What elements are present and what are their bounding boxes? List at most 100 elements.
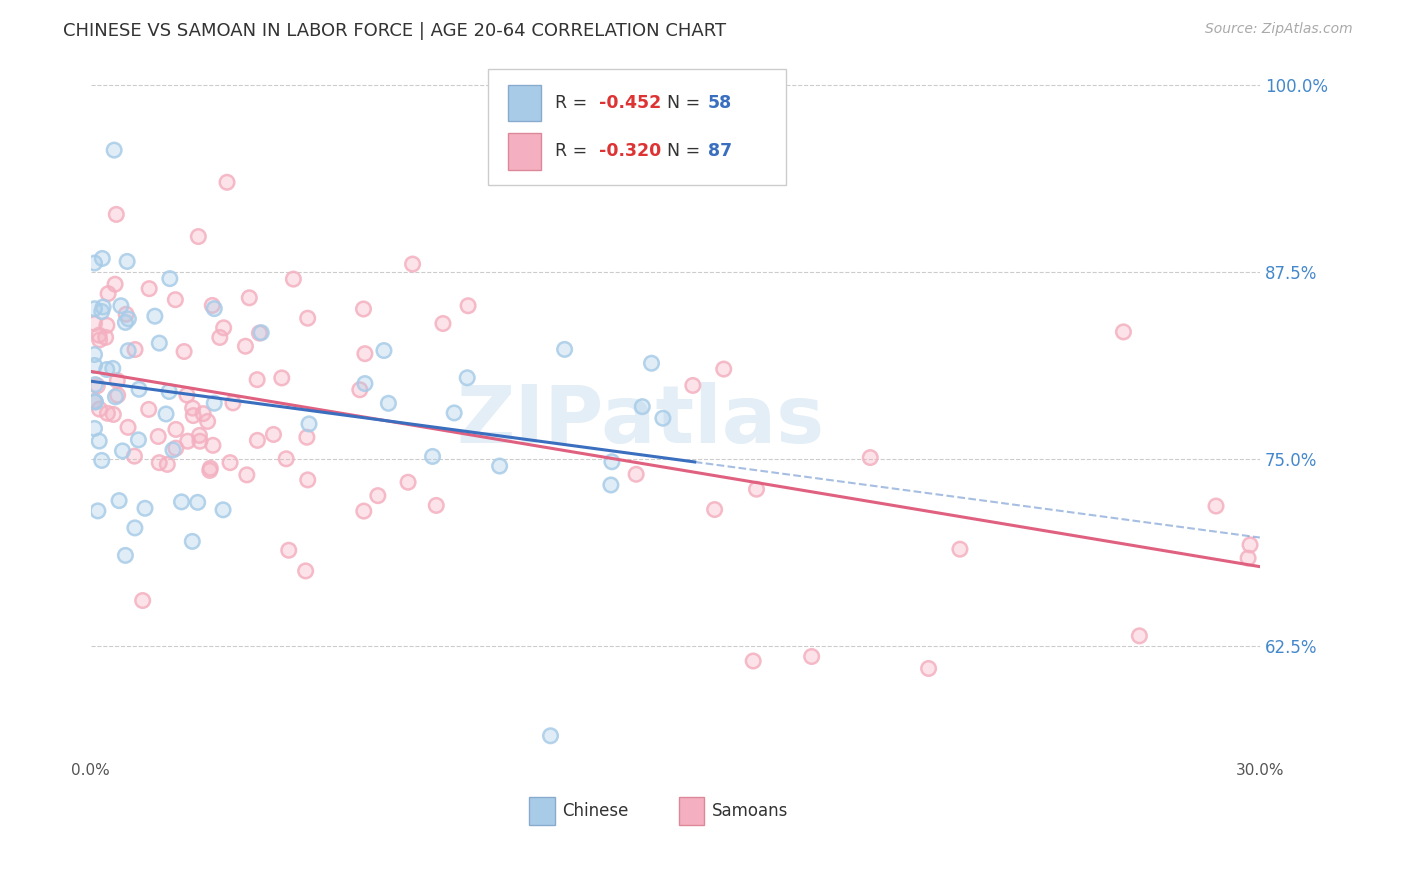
Point — [87, 328, 110, 343]
Point — [104, 277, 127, 292]
Point — [236, 467, 259, 482]
Point — [87, 328, 110, 343]
Point — [114, 315, 136, 329]
Point — [83, 256, 105, 270]
Point — [134, 501, 156, 516]
Point — [249, 326, 271, 340]
Point — [800, 649, 823, 664]
Point — [202, 301, 225, 316]
Point — [101, 361, 124, 376]
Point — [148, 456, 170, 470]
Point — [84, 377, 107, 392]
Point — [201, 298, 224, 312]
Point — [949, 542, 972, 557]
Point — [297, 311, 319, 326]
Point — [138, 282, 160, 296]
Point — [212, 320, 235, 334]
Text: R =: R = — [555, 94, 592, 112]
Point — [367, 489, 389, 503]
Point — [97, 286, 120, 301]
Point — [295, 430, 318, 444]
Point — [457, 299, 479, 313]
Point — [111, 443, 134, 458]
Point — [124, 521, 146, 535]
Point — [742, 654, 765, 668]
Point — [89, 333, 111, 347]
Point — [197, 414, 219, 428]
Point — [246, 373, 269, 387]
Point — [349, 383, 371, 397]
Point — [91, 252, 114, 266]
Point — [176, 388, 198, 402]
Point — [162, 442, 184, 457]
Point — [1128, 629, 1150, 643]
Point — [84, 394, 107, 409]
Text: 58: 58 — [709, 94, 733, 112]
Point — [208, 330, 231, 344]
Point — [188, 434, 211, 449]
Point — [198, 463, 221, 477]
Point — [124, 343, 146, 357]
Point — [219, 456, 242, 470]
Point — [94, 330, 117, 344]
Point — [600, 455, 623, 469]
Point — [283, 272, 305, 286]
Point — [353, 504, 375, 518]
Point — [115, 307, 138, 321]
Point — [235, 339, 257, 353]
Text: R =: R = — [555, 143, 592, 161]
Point — [298, 417, 321, 431]
Point — [108, 493, 131, 508]
Point — [354, 346, 377, 360]
Point — [117, 420, 139, 434]
Point — [202, 396, 225, 410]
Point — [103, 408, 125, 422]
Point — [201, 298, 224, 312]
Point — [682, 378, 704, 392]
Point — [90, 453, 112, 467]
Point — [246, 434, 269, 448]
Point — [425, 499, 447, 513]
Point — [165, 441, 187, 455]
Point — [157, 384, 180, 399]
Point — [83, 359, 105, 373]
Point — [422, 450, 444, 464]
Point — [181, 401, 204, 416]
Point — [295, 430, 318, 444]
Point — [110, 299, 132, 313]
Point — [246, 434, 269, 448]
Point — [157, 384, 180, 399]
Point — [202, 301, 225, 316]
Point — [83, 347, 105, 361]
Point — [283, 272, 305, 286]
Point — [86, 379, 108, 393]
Point — [107, 388, 129, 402]
Point — [104, 277, 127, 292]
Point — [188, 428, 211, 442]
Point — [91, 252, 114, 266]
Point — [165, 293, 187, 307]
Point — [127, 433, 149, 447]
Point — [263, 427, 285, 442]
Point — [90, 304, 112, 318]
Point — [432, 317, 454, 331]
Point — [1239, 538, 1261, 552]
Bar — [529, 797, 555, 825]
Text: Samoans: Samoans — [711, 802, 787, 820]
Point — [83, 301, 105, 316]
Point — [103, 408, 125, 422]
Point — [270, 371, 292, 385]
Point — [1237, 551, 1260, 566]
Point — [96, 362, 118, 376]
Point — [682, 378, 704, 392]
Point — [91, 300, 114, 314]
Point — [187, 229, 209, 244]
Point — [201, 438, 224, 452]
Point — [96, 318, 118, 333]
Point — [396, 475, 419, 490]
Point — [202, 396, 225, 410]
Point — [800, 649, 823, 664]
Point — [297, 311, 319, 326]
Point — [396, 475, 419, 490]
Point — [631, 400, 654, 414]
